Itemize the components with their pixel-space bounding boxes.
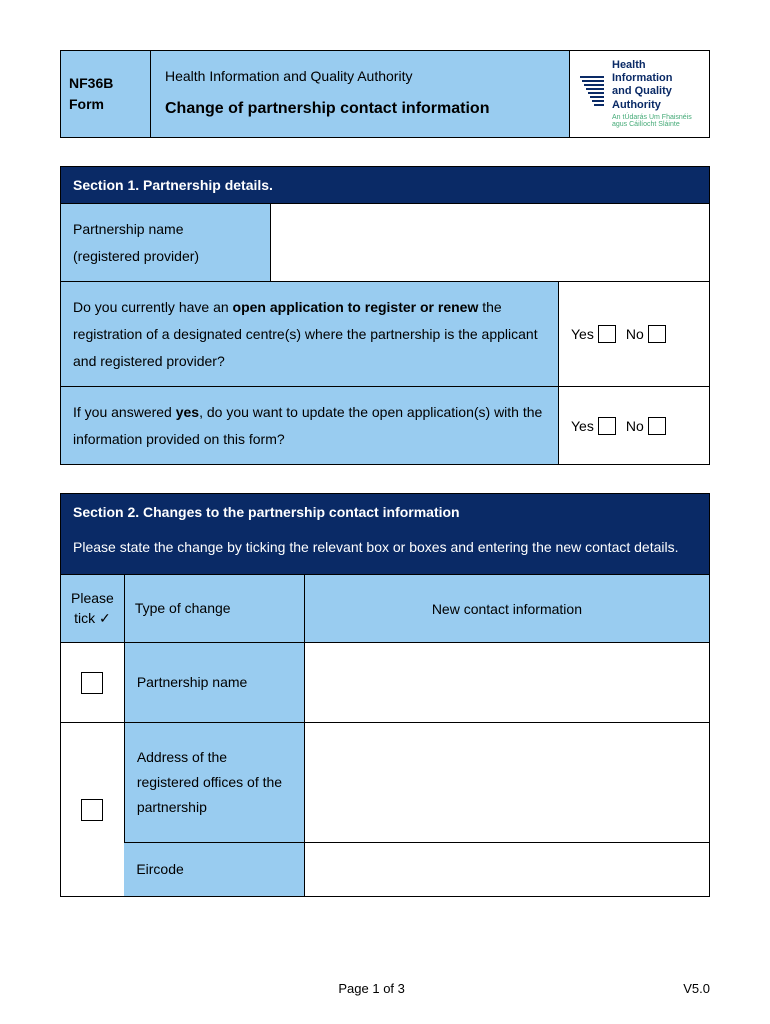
hiqa-logo-icon: [578, 74, 606, 114]
section-1: Section 1. Partnership details. Partners…: [60, 166, 710, 465]
logo-text-1: Health: [612, 59, 701, 72]
form-code-cell: NF36B Form: [61, 51, 151, 138]
col-type-header: Type of change: [124, 575, 304, 643]
form-code: NF36B: [69, 73, 142, 94]
row-1-input[interactable]: [304, 723, 709, 843]
logo-tagline: An tÚdarás Um Fhaisnéis agus Cáilíocht S…: [612, 114, 701, 129]
question-2: If you answered yes, do you want to upda…: [61, 387, 559, 464]
org-name: Health Information and Quality Authority: [165, 64, 555, 89]
form-title: Change of partnership contact informatio…: [165, 95, 555, 124]
title-cell: Health Information and Quality Authority…: [151, 51, 570, 138]
logo-text-3: and Quality: [612, 85, 701, 98]
col-tick-header: Please tick ✓: [61, 575, 124, 643]
form-code-word: Form: [69, 94, 142, 115]
logo-text-4: Authority: [612, 99, 701, 112]
question-2-answer: Yes No: [559, 387, 709, 464]
no-label-2: No: [626, 418, 644, 434]
row-1-type: Address of the registered offices of the…: [124, 723, 304, 843]
row-1-tick-cell: [61, 723, 124, 897]
section-1-heading: Section 1. Partnership details.: [61, 167, 709, 204]
logo-cell: Health Information and Quality Authority…: [570, 51, 710, 138]
row-0-type: Partnership name: [124, 643, 304, 723]
version: V5.0: [683, 981, 710, 996]
q2-yes-checkbox[interactable]: [598, 417, 616, 435]
yes-label-2: Yes: [571, 418, 594, 434]
q1-no-checkbox[interactable]: [648, 325, 666, 343]
section-2-heading: Section 2. Changes to the partnership co…: [61, 494, 709, 530]
row-1-checkbox[interactable]: [81, 799, 103, 821]
section-2: Section 2. Changes to the partnership co…: [60, 493, 710, 897]
page-number: Page 1 of 3: [60, 981, 683, 996]
changes-table: Please tick ✓ Type of change New contact…: [61, 575, 709, 896]
row-2-input[interactable]: [304, 843, 709, 897]
section-2-instruction: Please state the change by ticking the r…: [61, 530, 709, 575]
row-0-tick-cell: [61, 643, 124, 723]
row-0-input[interactable]: [304, 643, 709, 723]
no-label: No: [626, 326, 644, 342]
col-info-header: New contact information: [304, 575, 709, 643]
yes-label: Yes: [571, 326, 594, 342]
logo-text-2: Information: [612, 72, 701, 85]
form-header: NF36B Form Health Information and Qualit…: [60, 50, 710, 138]
question-1: Do you currently have an open applicatio…: [61, 282, 559, 386]
row-2-type: Eircode: [124, 843, 304, 897]
q2-no-checkbox[interactable]: [648, 417, 666, 435]
question-1-answer: Yes No: [559, 282, 709, 386]
partnership-name-input[interactable]: [271, 204, 709, 281]
partnership-name-label: Partnership name (registered provider): [61, 204, 271, 281]
q1-yes-checkbox[interactable]: [598, 325, 616, 343]
row-0-checkbox[interactable]: [81, 672, 103, 694]
page-footer: Page 1 of 3 V5.0: [60, 981, 710, 996]
